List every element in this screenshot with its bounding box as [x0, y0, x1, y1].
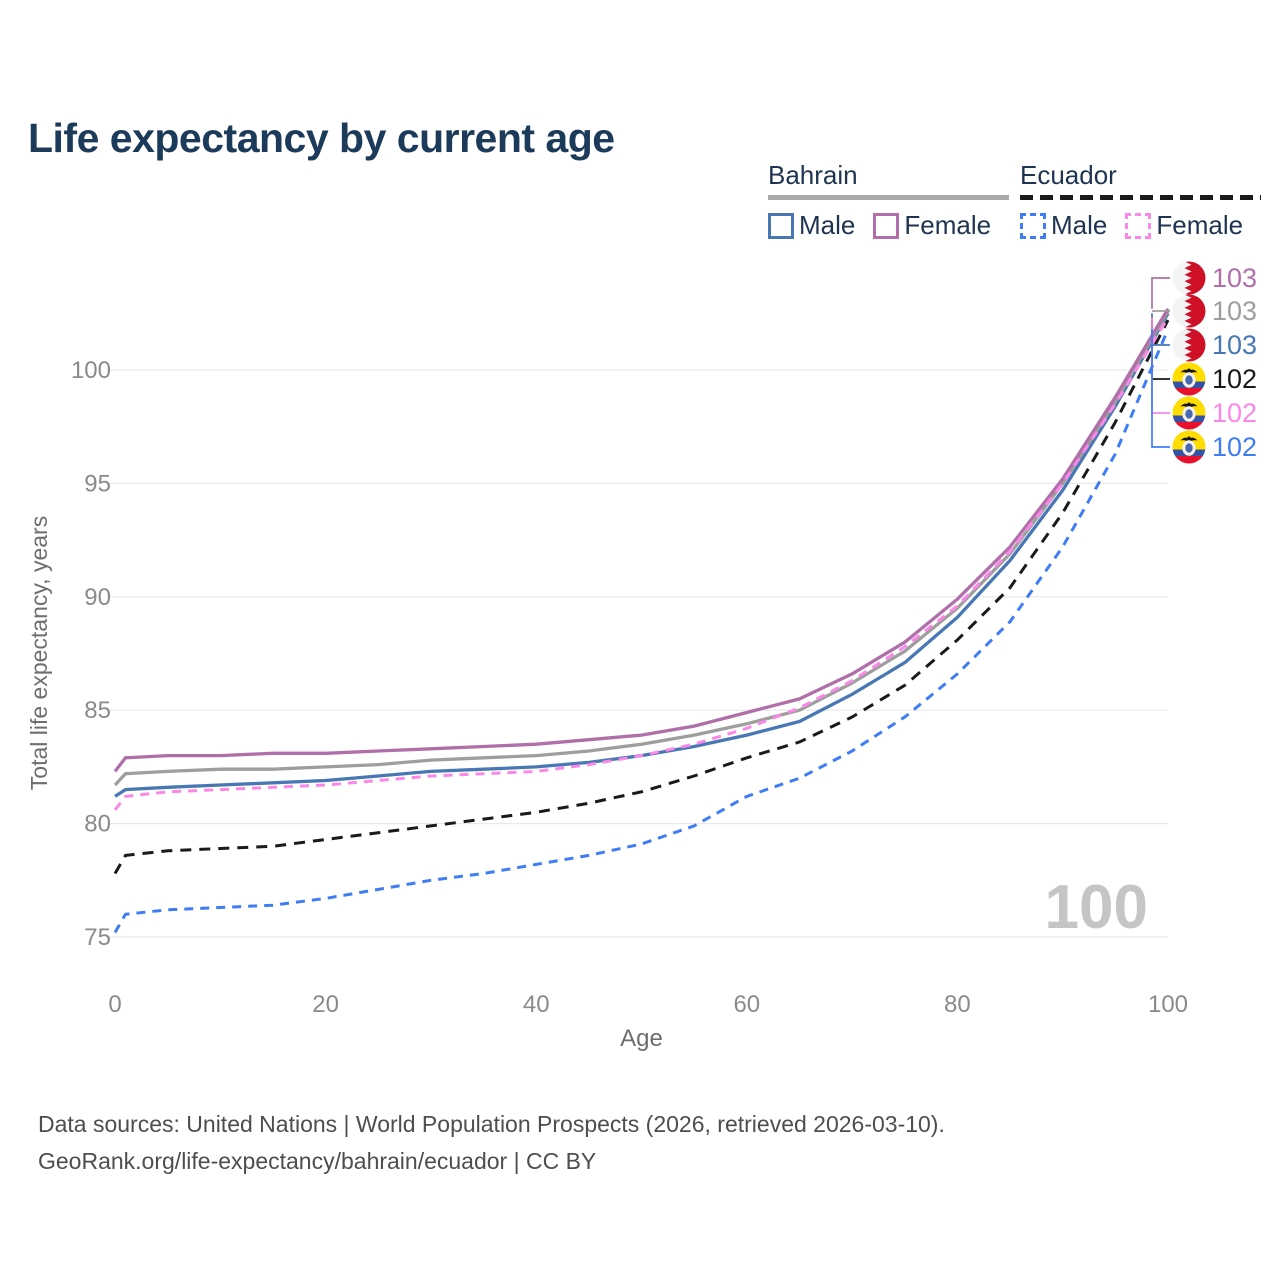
legend-label: Female	[1156, 210, 1244, 240]
ecuador-flag-icon	[1173, 431, 1206, 464]
line-ecuador-both-sexes[interactable]	[113, 319, 1170, 875]
y-tick-label-75: 75	[84, 924, 111, 951]
y-tick-label-100: 100	[71, 357, 111, 384]
legend-label: Male	[1051, 210, 1108, 240]
end-value-label-et: 102	[1212, 364, 1257, 394]
legend-item-bahrain-male[interactable]: Male	[768, 210, 855, 241]
line-bahrain-female[interactable]	[113, 307, 1170, 773]
page-title: Life expectancy by current age	[28, 115, 615, 162]
legend-label: Female	[904, 210, 992, 240]
line-bahrain-male[interactable]	[114, 312, 1170, 798]
legend-item-bahrain-female[interactable]: Female	[873, 210, 991, 241]
y-tick-label-85: 85	[84, 697, 111, 724]
x-tick-label-60: 60	[733, 991, 760, 1018]
end-value-label-bt: 103	[1212, 296, 1257, 326]
y-tick-label-80: 80	[84, 811, 111, 838]
legend-item-ecuador-female[interactable]: Female	[1125, 210, 1243, 241]
bahrain-flag-icon	[1173, 295, 1206, 328]
bahrain-solid-line-swatch	[768, 195, 1010, 200]
x-tick-label-80: 80	[944, 991, 971, 1018]
y-tick-label-95: 95	[84, 470, 111, 497]
ecuador-male-swatch-icon	[1020, 212, 1046, 239]
legend-group-bahrain: Bahrain Male Female	[768, 160, 1010, 241]
end-value-label-bm: 103	[1212, 330, 1257, 360]
legend-country-ecuador[interactable]: Ecuador	[1020, 160, 1117, 190]
y-axis-title: Total life expectancy, years	[26, 516, 52, 790]
ecuador-female-swatch-icon	[1125, 212, 1152, 239]
x-axis-title: Age	[620, 1025, 663, 1052]
bahrain-female-swatch-icon	[873, 212, 900, 239]
line-bahrain-both-sexes[interactable]	[113, 310, 1170, 787]
legend-label: Male	[799, 210, 856, 240]
end-value-label-bf: 103	[1212, 263, 1257, 293]
ecuador-flag-icon	[1173, 363, 1206, 396]
x-tick-label-0: 0	[108, 991, 121, 1018]
bahrain-flag-icon	[1173, 329, 1206, 362]
attribution-line: GeoRank.org/life-expectancy/bahrain/ecua…	[38, 1148, 597, 1174]
footer: Data sources: United Nations | World Pop…	[38, 1106, 945, 1180]
x-tick-label-20: 20	[312, 991, 339, 1018]
end-value-label-em: 102	[1212, 432, 1257, 462]
ecuador-dashed-line-swatch	[1020, 195, 1262, 200]
data-sources-line: Data sources: United Nations | World Pop…	[38, 1111, 945, 1137]
age-counter-watermark: 100	[1044, 873, 1148, 942]
y-tick-label-90: 90	[84, 584, 111, 611]
bahrain-flag-icon	[1173, 262, 1206, 295]
legend-country-bahrain[interactable]: Bahrain	[768, 160, 858, 190]
line-ecuador-male[interactable]	[113, 328, 1170, 934]
x-tick-label-100: 100	[1148, 991, 1188, 1018]
label-leader-em	[1151, 329, 1170, 448]
x-tick-label-40: 40	[523, 991, 550, 1018]
label-leader-bf	[1151, 277, 1170, 309]
end-value-label-ef: 102	[1212, 398, 1257, 428]
bahrain-male-swatch-icon	[768, 212, 794, 239]
legend-item-ecuador-male[interactable]: Male	[1020, 210, 1107, 241]
ecuador-flag-icon	[1173, 397, 1206, 430]
legend-group-ecuador: Ecuador Male Female	[1020, 160, 1262, 241]
